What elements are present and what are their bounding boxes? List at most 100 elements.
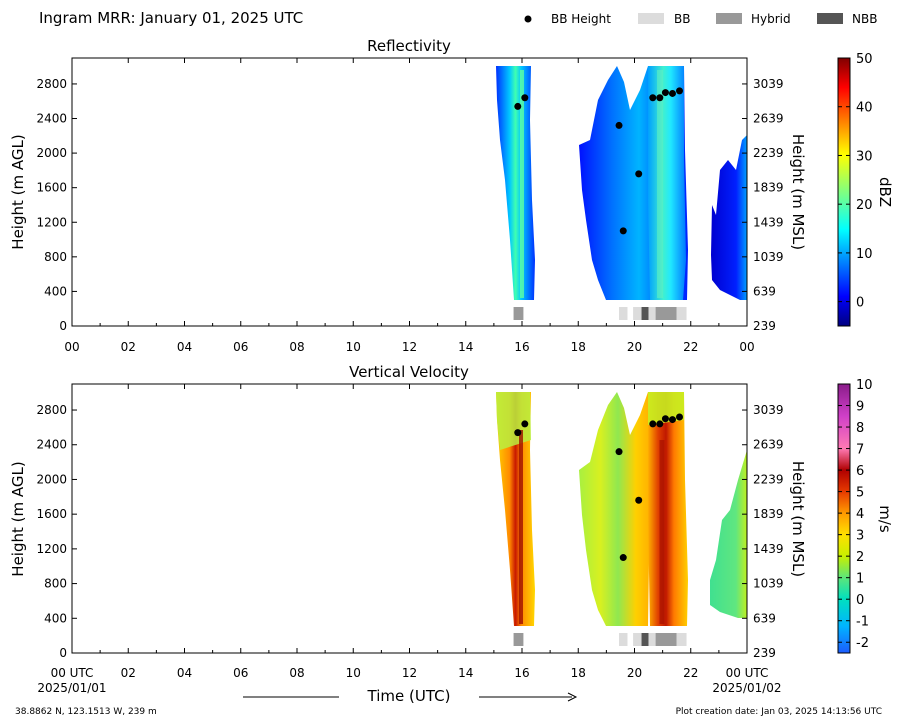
y-tick-label: 400 bbox=[44, 284, 67, 298]
colorbar-tick-label: 0 bbox=[856, 593, 864, 608]
legend-bb-height-label: BB Height bbox=[551, 12, 611, 26]
legend-bb-label: BB bbox=[674, 12, 690, 26]
page-title: Ingram MRR: January 01, 2025 UTC bbox=[39, 9, 303, 27]
bb-class-segment bbox=[655, 633, 677, 646]
x-tick-label: 10 bbox=[346, 340, 361, 354]
time-axis-label: Time (UTC) bbox=[367, 687, 451, 705]
legend: BB Height BB Hybrid NBB bbox=[524, 12, 877, 26]
y-tick-label: 2000 bbox=[36, 146, 67, 160]
x-tick-label: 02 bbox=[121, 666, 136, 680]
colorbar-tick-label: 2 bbox=[856, 550, 864, 565]
y2-tick-label: 639 bbox=[753, 284, 776, 298]
x-tick-label: 08 bbox=[289, 666, 304, 680]
velocity-title: Vertical Velocity bbox=[349, 363, 469, 381]
bb-height-point bbox=[615, 121, 623, 129]
x-tick-label: 18 bbox=[571, 666, 586, 680]
y2-tick-label: 3039 bbox=[753, 403, 784, 417]
x-tick-label: 20 bbox=[627, 340, 642, 354]
reflectivity-y2label: Height (m MSL) bbox=[789, 134, 807, 250]
y2-tick-label: 1039 bbox=[753, 577, 784, 591]
velocity-bb-markers bbox=[513, 413, 687, 646]
x-tick-label: 06 bbox=[233, 666, 248, 680]
bb-class-segment bbox=[513, 633, 524, 646]
y-tick-label: 2000 bbox=[36, 472, 67, 486]
y-tick-label: 1200 bbox=[36, 215, 67, 229]
x-tick-label: 14 bbox=[458, 666, 473, 680]
x-tick-label: 02 bbox=[121, 340, 136, 354]
time-arrow-head bbox=[567, 692, 578, 702]
colorbar-tick-label: 10 bbox=[856, 247, 873, 262]
bb-class-segment bbox=[633, 633, 642, 646]
legend-hybrid-swatch bbox=[716, 13, 742, 24]
reflectivity-colorbar-ticks: 50 40 30 20 10 0 bbox=[838, 52, 873, 311]
colorbar-tick-label: 50 bbox=[856, 52, 873, 67]
x-tick-label: 22 bbox=[683, 340, 698, 354]
x-tick-label: 00 UTC bbox=[726, 666, 769, 680]
bb-height-point bbox=[635, 170, 643, 178]
x-tick-label: 12 bbox=[402, 666, 417, 680]
ref-precip-band-1 bbox=[496, 66, 535, 300]
x-tick-label: 00 bbox=[64, 340, 79, 354]
y-tick-label: 0 bbox=[59, 646, 67, 660]
reflectivity-colorbar bbox=[837, 57, 851, 327]
legend-hybrid-label: Hybrid bbox=[751, 12, 791, 26]
bb-class-segment bbox=[648, 307, 656, 320]
colorbar-tick-label: 20 bbox=[856, 198, 873, 213]
y2-tick-label: 1039 bbox=[753, 250, 784, 264]
reflectivity-field bbox=[496, 66, 747, 300]
y2-tick-label: 239 bbox=[753, 319, 776, 333]
bb-height-point bbox=[661, 415, 669, 423]
velocity-axes: 00 UTC 02 04 06 08 10 12 14 16 18 20 22 00 UTC 0 400 80… bbox=[36, 384, 784, 680]
colorbar-tick-label: 8 bbox=[856, 421, 864, 436]
reflectivity-axes: 00 02 04 06 08 10 12 14 16 18 20 22 0004008001200160… bbox=[36, 58, 784, 354]
y2-tick-label: 1439 bbox=[753, 542, 784, 556]
bb-class-segment bbox=[648, 633, 656, 646]
reflectivity-title: Reflectivity bbox=[367, 37, 451, 55]
legend-nbb-label: NBB bbox=[852, 12, 877, 26]
vel-precip-band-2 bbox=[579, 392, 650, 626]
bb-class-segment bbox=[619, 633, 628, 646]
bb-class-segment bbox=[641, 307, 649, 320]
ref-precip-band-4 bbox=[711, 135, 747, 300]
x-tick-label: 06 bbox=[233, 340, 248, 354]
y2-tick-label: 3039 bbox=[753, 77, 784, 91]
x-tick-label: 18 bbox=[571, 340, 586, 354]
end-date: 2025/01/02 bbox=[712, 681, 781, 695]
start-date: 2025/01/01 bbox=[37, 681, 106, 695]
reflectivity-colorbar-label: dBZ bbox=[876, 177, 894, 207]
bb-height-point bbox=[615, 448, 623, 456]
bb-height-point bbox=[649, 94, 657, 102]
bb-class-segment bbox=[619, 307, 628, 320]
bb-height-point bbox=[668, 416, 676, 424]
velocity-panel: Vertical Velocity 00 UTC 02 04 06 08 10 12 14 16… bbox=[9, 363, 894, 680]
y-tick-label: 2800 bbox=[36, 403, 67, 417]
x-tick-label: 12 bbox=[402, 340, 417, 354]
colorbar-tick-label: 9 bbox=[856, 400, 864, 415]
y-tick-label: 2800 bbox=[36, 77, 67, 91]
y2-tick-label: 2639 bbox=[753, 112, 784, 126]
vel-top-band-3 bbox=[648, 392, 684, 425]
y-tick-label: 800 bbox=[44, 250, 67, 264]
x-tick-label: 04 bbox=[177, 340, 192, 354]
colorbar-tick-label: 4 bbox=[856, 507, 864, 522]
vel-precip-band-4 bbox=[710, 450, 747, 618]
x-tick-label: 16 bbox=[514, 340, 529, 354]
reflectivity-bb-markers bbox=[513, 87, 687, 320]
bb-height-point bbox=[676, 413, 683, 421]
vel-precip-band-3 bbox=[648, 392, 688, 626]
colorbar-tick-label: 1 bbox=[856, 572, 864, 587]
bb-height-point bbox=[635, 496, 643, 504]
x-tick-label: 20 bbox=[627, 666, 642, 680]
bb-height-point bbox=[514, 429, 522, 437]
colorbar-tick-label: -2 bbox=[856, 636, 869, 651]
x-tick-label: 08 bbox=[289, 340, 304, 354]
y2-tick-label: 639 bbox=[753, 611, 776, 625]
y-tick-label: 1600 bbox=[36, 181, 67, 195]
colorbar-tick-label: 40 bbox=[856, 101, 873, 116]
bb-height-point bbox=[656, 420, 664, 428]
x-tick-label: 04 bbox=[177, 666, 192, 680]
legend-bb-height-marker bbox=[524, 15, 532, 23]
velocity-colorbar bbox=[837, 383, 851, 654]
